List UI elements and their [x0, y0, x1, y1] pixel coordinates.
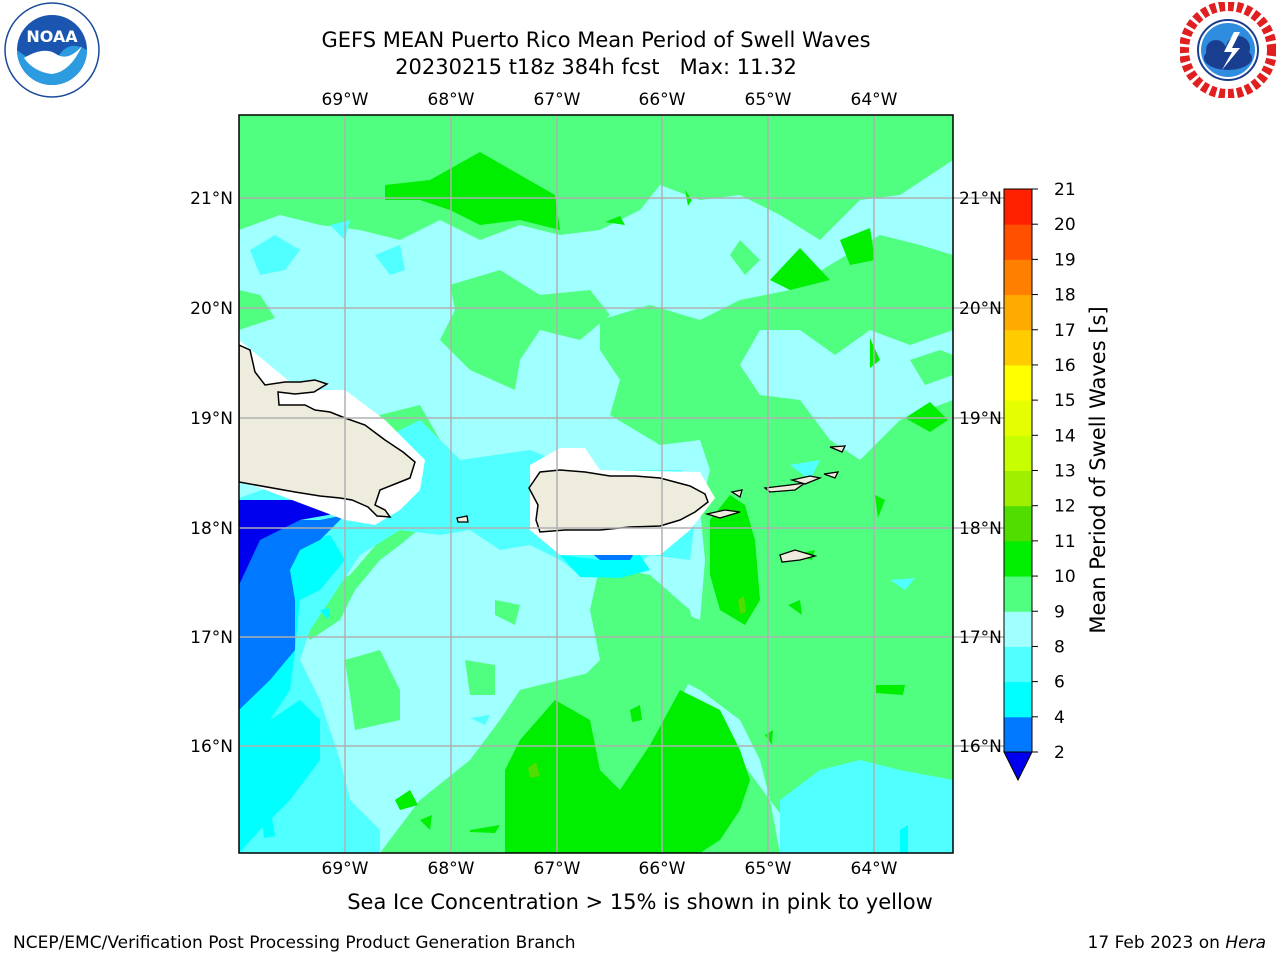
- lat-labels-right: 21°N 20°N 19°N 18°N 17°N 16°N: [959, 189, 1002, 757]
- colorbar-segment: [1004, 259, 1032, 296]
- lat-label: 16°N: [959, 737, 1002, 757]
- colorbar-tick-label: 9: [1054, 602, 1065, 622]
- colorbar-tick-label: 11: [1054, 532, 1076, 552]
- graticule: [239, 115, 1004, 853]
- colorbar-segment: [1004, 435, 1032, 471]
- credit-date: 17 Feb 2023 on Hera: [1088, 933, 1266, 953]
- colorbar-tick-label: 12: [1054, 497, 1076, 517]
- credit-branch: NCEP/EMC/Verification Post Processing Pr…: [13, 933, 576, 953]
- colorbar-tick-label: 16: [1054, 356, 1076, 376]
- swell-period-field: [239, 115, 953, 853]
- credit-host: Hera: [1225, 933, 1266, 953]
- lat-label: 21°N: [190, 189, 233, 209]
- colorbar-segment: [1004, 470, 1032, 507]
- lon-label: 69°W: [322, 859, 369, 879]
- lon-labels-top: 69°W 68°W 67°W 66°W 65°W 64°W: [322, 90, 898, 110]
- noaa-logo-text: NOAA: [26, 27, 78, 46]
- lon-label: 66°W: [639, 859, 686, 879]
- nws-logo: [1180, 2, 1276, 98]
- colorbar-tick-label: 13: [1054, 462, 1076, 482]
- lat-label: 19°N: [959, 409, 1002, 429]
- lat-label: 20°N: [190, 299, 233, 319]
- colorbar-tick-label: 15: [1054, 391, 1076, 411]
- lat-label: 17°N: [959, 628, 1002, 648]
- small-islands: [456, 445, 847, 563]
- colorbar-tick-label: 20: [1054, 215, 1076, 235]
- colorbar-segment: [1004, 224, 1032, 260]
- lon-label: 69°W: [322, 90, 369, 110]
- colorbar-tick-label: 19: [1054, 250, 1076, 270]
- lat-label: 17°N: [190, 628, 233, 648]
- colorbar-label: Mean Period of Swell Waves [s]: [1086, 306, 1110, 633]
- colorbar-segment: [1004, 294, 1032, 331]
- colorbar-tick-label: 4: [1054, 708, 1065, 728]
- lon-label: 66°W: [639, 90, 686, 110]
- contour-11-12s: [528, 596, 746, 778]
- hispaniola-land: [239, 344, 416, 518]
- lon-label: 65°W: [745, 90, 792, 110]
- colorbar-segment: [1004, 611, 1032, 647]
- colorbar: 2 4 6 8 9 10 11 12 13 14 15 16 17 18 19 20 21: [1003, 180, 1076, 782]
- colorbar-segment: [1004, 646, 1032, 683]
- lat-label: 21°N: [959, 189, 1002, 209]
- lon-label: 67°W: [534, 859, 581, 879]
- colorbar-segment: [1004, 400, 1032, 436]
- lat-label: 16°N: [190, 737, 233, 757]
- colorbar-tick-label: 18: [1054, 286, 1076, 306]
- lon-label: 68°W: [428, 90, 475, 110]
- lat-labels-left: 21°N 20°N 19°N 18°N 17°N 16°N: [190, 189, 233, 757]
- colorbar-tick-label: 10: [1054, 567, 1076, 587]
- lat-label: 18°N: [959, 519, 1002, 539]
- colorbar-segment: [1004, 329, 1032, 366]
- colorbar-segment: [1004, 364, 1032, 401]
- contour-below-2s: [239, 500, 345, 585]
- colorbar-tick-label: 21: [1054, 180, 1076, 200]
- colorbar-tick-label: 14: [1054, 426, 1076, 446]
- lat-label: 18°N: [190, 519, 233, 539]
- colorbar-tick-label: 8: [1054, 637, 1065, 657]
- lon-label: 65°W: [745, 859, 792, 879]
- noaa-logo: NOAA: [4, 2, 100, 98]
- colorbar-tick-label: 17: [1054, 321, 1076, 341]
- lon-label: 67°W: [534, 90, 581, 110]
- puerto-rico-land: [528, 469, 709, 533]
- sea-ice-note: Sea Ice Concentration > 15% is shown in …: [347, 890, 933, 914]
- colorbar-segment: [1004, 681, 1032, 718]
- colorbar-underflow: [1003, 751, 1033, 782]
- colorbar-segment: [1004, 189, 1032, 225]
- colorbar-tick-label: 2: [1054, 743, 1065, 763]
- colorbar-segment: [1004, 540, 1032, 577]
- colorbar-segment: [1004, 505, 1032, 542]
- lon-label: 64°W: [851, 90, 898, 110]
- lon-labels-bottom: 69°W 68°W 67°W 66°W 65°W 64°W: [322, 859, 898, 879]
- map-frame: [238, 114, 954, 854]
- chart-subtitle: 20230215 t18z 384h fcst Max: 11.32: [395, 55, 797, 79]
- colorbar-segment: [1004, 576, 1032, 612]
- lon-label: 68°W: [428, 859, 475, 879]
- chart-title: GEFS MEAN Puerto Rico Mean Period of Swe…: [321, 28, 871, 52]
- colorbar-segment: [1004, 716, 1032, 753]
- lat-label: 19°N: [190, 409, 233, 429]
- credit-date-text: 17 Feb 2023 on: [1087, 933, 1226, 953]
- colorbar-tick-label: 6: [1054, 673, 1065, 693]
- lat-label: 20°N: [959, 299, 1002, 319]
- lon-label: 64°W: [851, 859, 898, 879]
